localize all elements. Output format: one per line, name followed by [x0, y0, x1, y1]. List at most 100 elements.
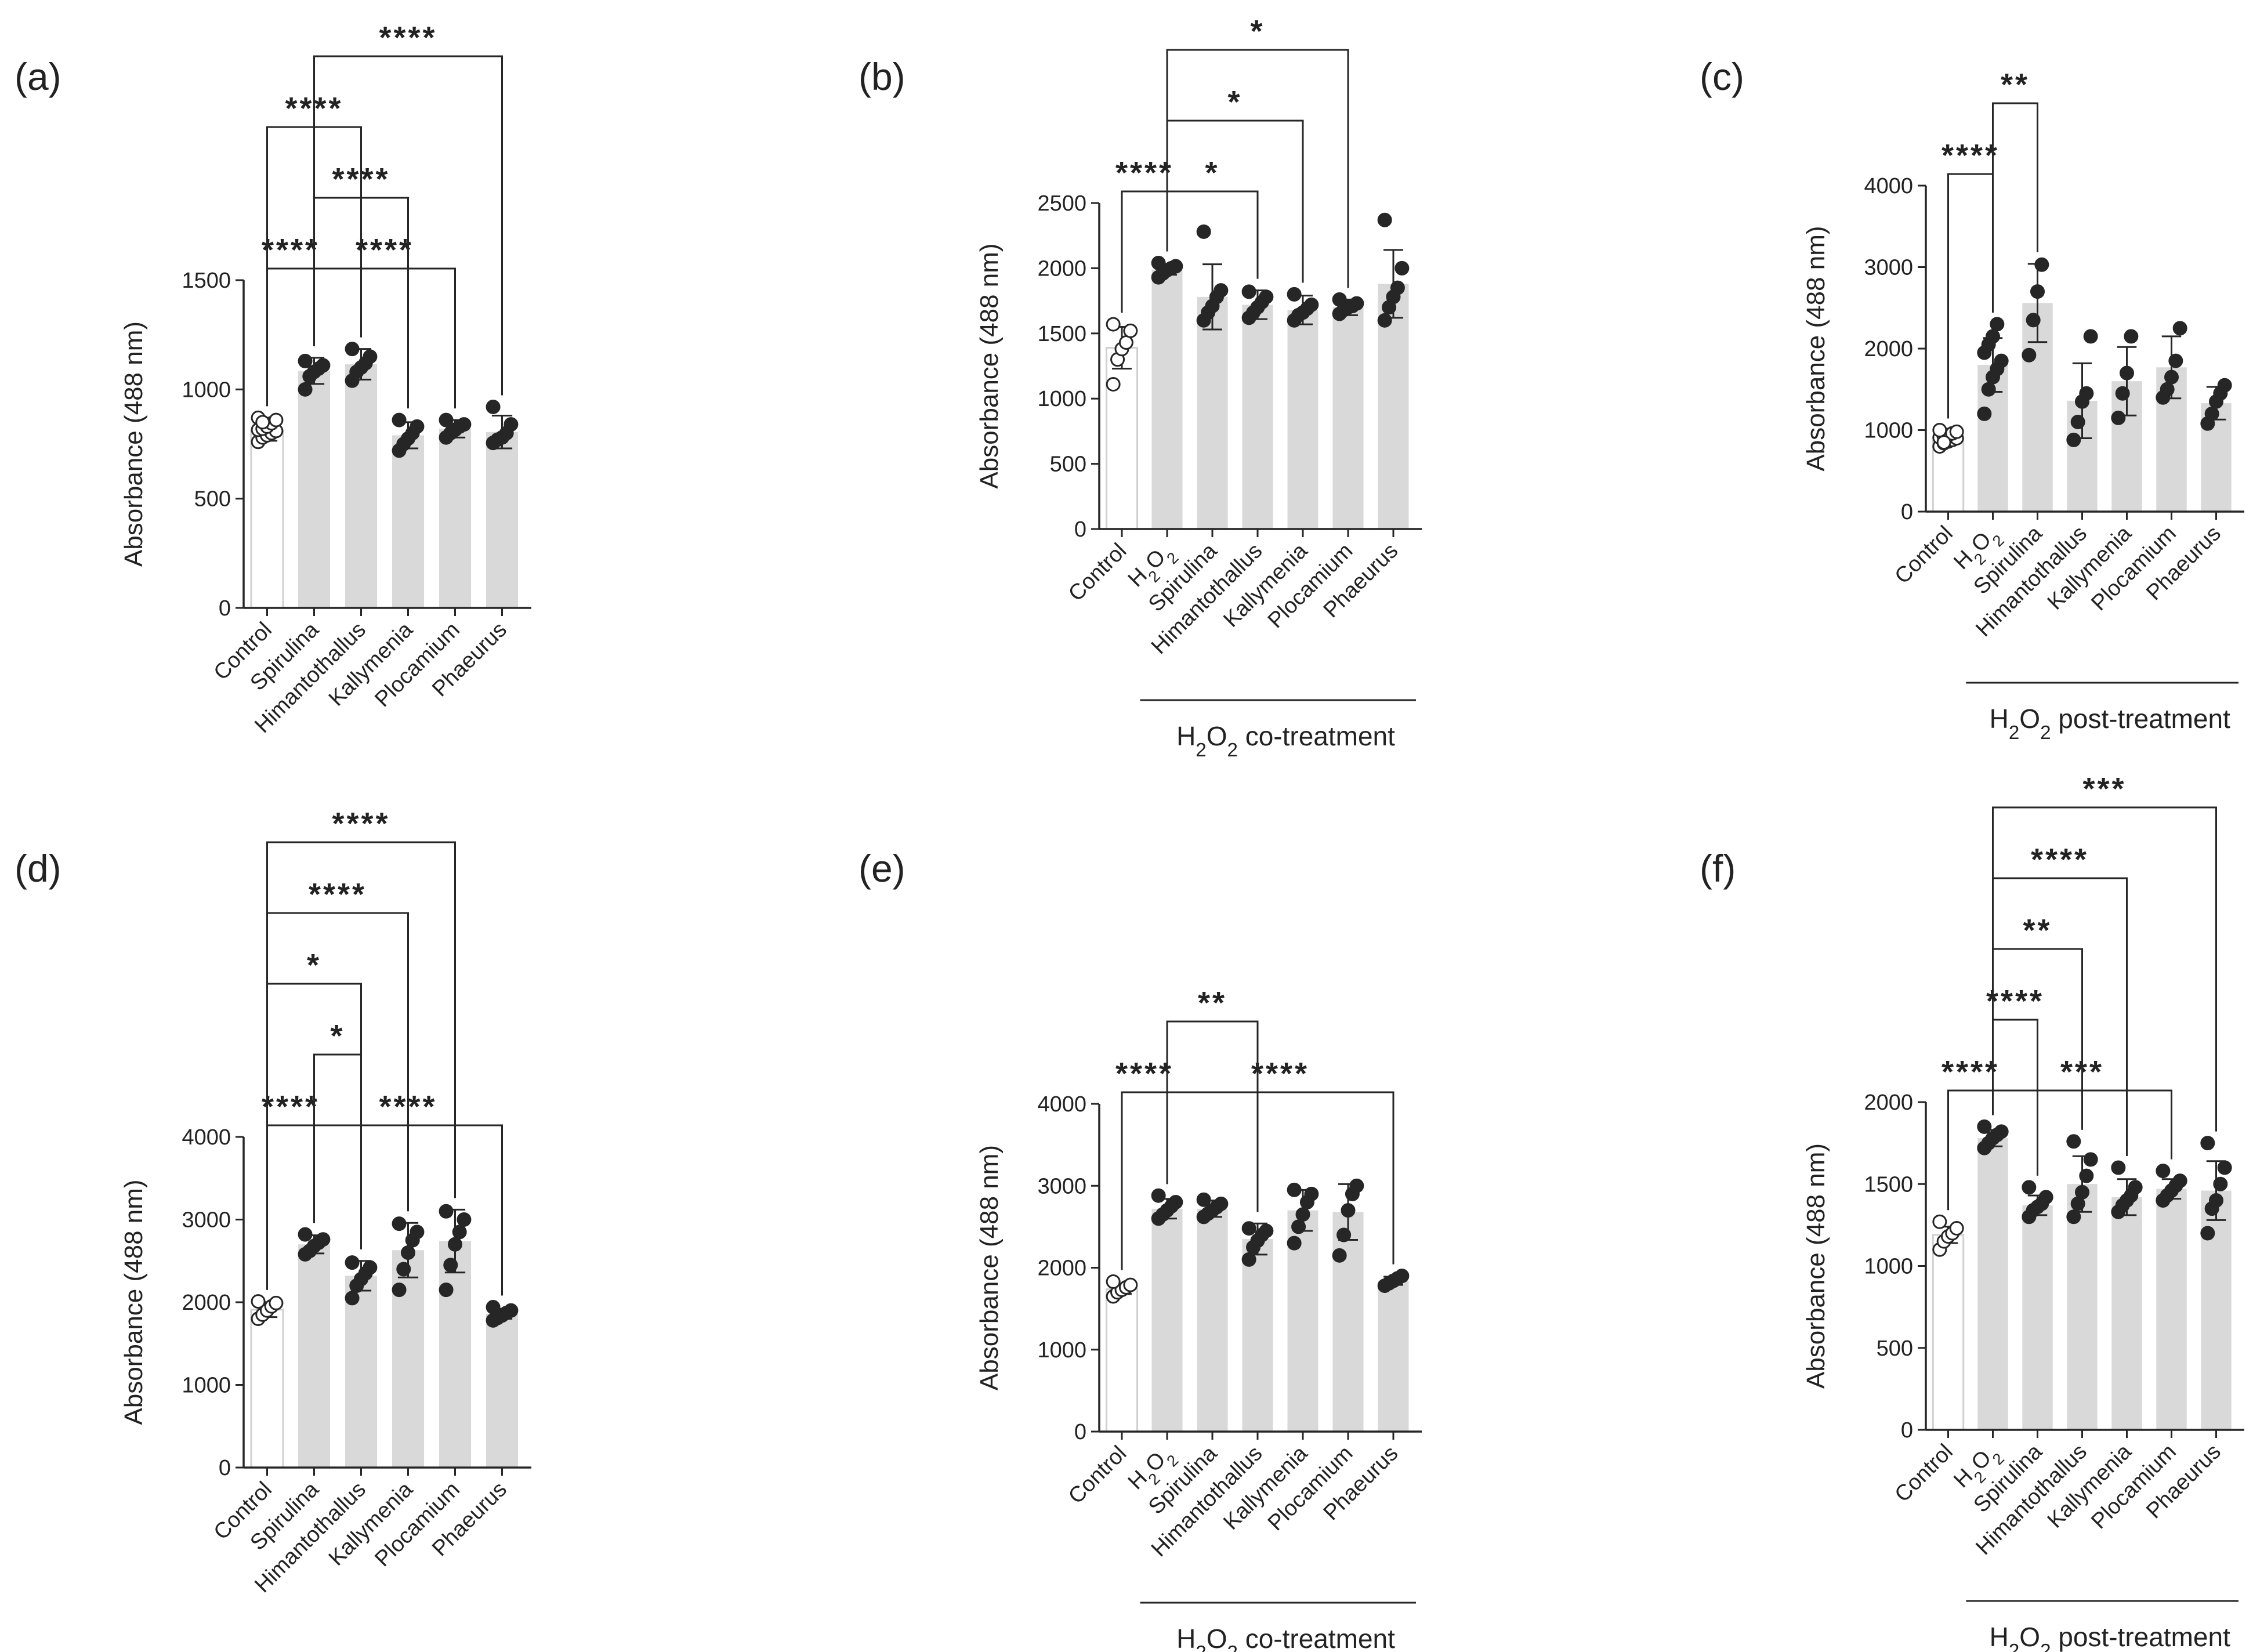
data-point [298, 353, 313, 368]
significance-label: **** [332, 806, 390, 841]
data-point [1977, 406, 1992, 421]
y-tick-label: 4000 [1864, 174, 1913, 198]
significance-label: **** [1115, 155, 1173, 190]
x-tick-label: Control [1064, 539, 1131, 606]
y-axis-title: Absorbance (488 nm) [119, 321, 148, 567]
data-point [1291, 1219, 1306, 1234]
data-point [2204, 406, 2219, 421]
data-point [1287, 1236, 1302, 1251]
y-tick-label: 1000 [182, 1374, 231, 1398]
data-point [1994, 1124, 2009, 1139]
bar-plocamium [439, 429, 472, 608]
significance-bracket [1992, 806, 2217, 1132]
bar-himantothallus [1242, 305, 1273, 529]
data-point [1981, 382, 1996, 397]
data-point [2030, 284, 2045, 299]
data-point [452, 1224, 467, 1240]
data-point [1390, 280, 1405, 295]
bar-himantothallus [2067, 1184, 2098, 1430]
y-tick-label: 2000 [1037, 256, 1086, 281]
y-tick-label: 2000 [182, 1291, 231, 1315]
data-point [1349, 296, 1364, 311]
significance-label: **** [309, 877, 367, 912]
data-point [2022, 347, 2037, 363]
bar-control [250, 430, 284, 609]
data-point [316, 358, 331, 373]
bar-spirulina [298, 371, 331, 608]
significance-label: **** [356, 233, 414, 267]
bar-himantothallus [345, 364, 378, 608]
data-point [2156, 1164, 2171, 1179]
data-point [2083, 329, 2098, 344]
significance-label: **** [285, 91, 343, 126]
data-point [2066, 1134, 2081, 1149]
bar-control [1932, 1234, 1965, 1431]
y-tick-label: 1000 [182, 378, 231, 402]
bar-control [1105, 1288, 1139, 1433]
y-tick-label: 1500 [1037, 322, 1086, 346]
data-point [269, 412, 284, 428]
y-tick-label: 1500 [1864, 1172, 1913, 1197]
data-point [1304, 297, 1319, 312]
data-point [2164, 369, 2179, 385]
data-point [1287, 287, 1302, 302]
data-point [439, 412, 454, 428]
y-tick-label: 500 [1050, 452, 1086, 477]
data-point [1168, 1195, 1183, 1209]
data-point [392, 1216, 407, 1231]
data-point [255, 415, 270, 430]
data-point [401, 1245, 415, 1260]
chart-panel-5: (e) 0 1000 2000 3000 4000 Absorbance (488 nm) C… [859, 847, 1422, 1652]
significance-bracket [313, 55, 503, 396]
data-point [363, 1260, 378, 1275]
data-point [298, 1227, 313, 1242]
data-point [2111, 410, 2126, 425]
group-label: H2O2 co-treatment [1176, 1624, 1395, 1652]
data-point [2022, 1180, 2037, 1195]
y-tick-label: 2000 [1037, 1256, 1086, 1281]
bar-phaeurus [1378, 1281, 1409, 1432]
bar-kallymenia [2111, 1197, 2142, 1430]
y-tick-label: 0 [1901, 1418, 1913, 1443]
data-point [1332, 292, 1347, 307]
significance-bracket [266, 841, 456, 1290]
significance-label: **** [1942, 1055, 2000, 1089]
y-tick-label: 0 [1074, 1420, 1086, 1444]
bar-control [250, 1309, 284, 1469]
significance-bracket [313, 1053, 362, 1249]
significance-label: ** [2001, 67, 2030, 102]
data-point [1241, 1221, 1256, 1236]
bar-phaeurus [486, 1313, 519, 1468]
y-axis-title: Absorbance (488 nm) [975, 1145, 1004, 1390]
data-point [1332, 1248, 1347, 1263]
data-point [1394, 1269, 1410, 1284]
bar-h2o2 [1977, 1138, 2008, 1430]
data-point [2079, 386, 2094, 401]
data-point [457, 1212, 472, 1227]
data-point [2115, 386, 2130, 401]
bar-himantothallus [345, 1276, 378, 1468]
data-point [1949, 1221, 1964, 1236]
significance-label: ** [1198, 986, 1227, 1020]
data-point [1977, 1119, 1992, 1134]
data-point [2217, 1160, 2232, 1175]
data-point [443, 1258, 458, 1273]
data-point [1336, 1227, 1352, 1242]
data-point [251, 1294, 266, 1309]
data-point [2172, 1173, 2187, 1189]
significance-label: **** [1115, 1056, 1173, 1091]
data-point [1259, 1223, 1274, 1238]
significance-label: * [1227, 85, 1242, 119]
y-tick-label: 1000 [1864, 419, 1913, 443]
data-point [392, 1283, 407, 1298]
data-point [1349, 1178, 1364, 1193]
significance-bracket [1166, 49, 1349, 288]
data-point [1377, 313, 1392, 328]
data-point [1151, 1188, 1166, 1203]
data-point [1214, 283, 1229, 298]
significance-label: **** [2031, 842, 2089, 877]
y-tick-label: 4000 [182, 1125, 231, 1150]
bar-kallymenia [1287, 310, 1319, 529]
data-point [1196, 224, 1211, 239]
